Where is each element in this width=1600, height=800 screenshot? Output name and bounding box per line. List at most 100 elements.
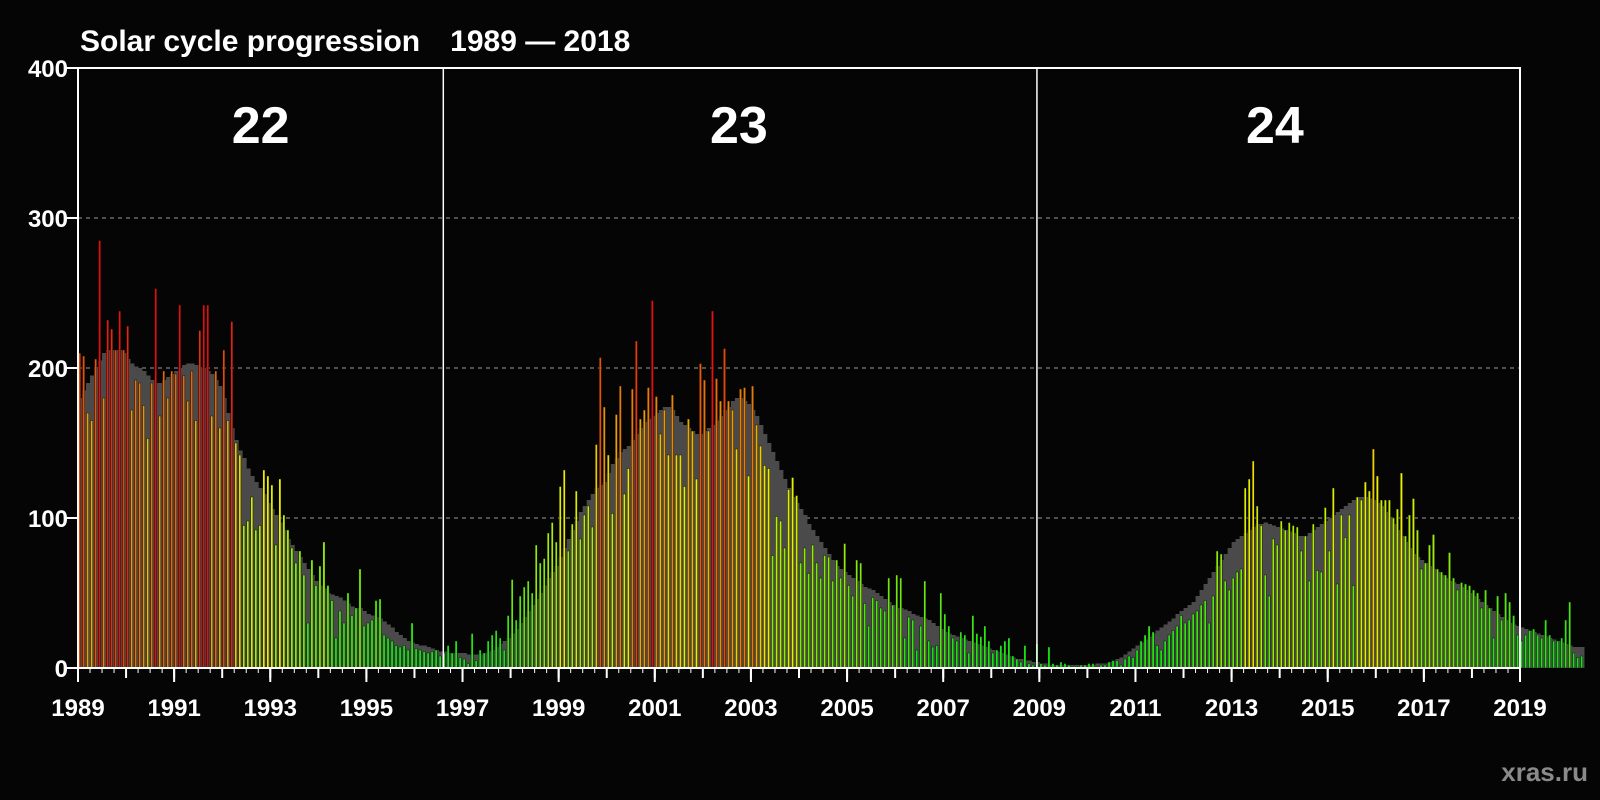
x-tick-label: 1999 bbox=[532, 695, 585, 722]
monthly-bar bbox=[470, 633, 474, 669]
monthly-bar bbox=[418, 649, 422, 669]
monthly-bar bbox=[174, 373, 178, 669]
monthly-bar bbox=[759, 445, 762, 669]
monthly-bar bbox=[667, 454, 670, 669]
monthly-bar bbox=[1015, 658, 1019, 669]
monthly-bar bbox=[1283, 529, 1287, 669]
monthly-bar bbox=[675, 454, 678, 669]
monthly-bar bbox=[591, 526, 594, 669]
monthly-bar bbox=[1532, 628, 1535, 669]
monthly-bar bbox=[1111, 660, 1115, 669]
monthly-bar bbox=[1179, 615, 1183, 669]
monthly-bar bbox=[1572, 652, 1575, 669]
x-tick-label: 2015 bbox=[1301, 695, 1354, 722]
monthly-bar bbox=[623, 493, 626, 669]
monthly-bar bbox=[430, 651, 434, 669]
monthly-bar bbox=[1388, 499, 1391, 669]
monthly-bar bbox=[723, 348, 726, 669]
monthly-bar bbox=[787, 489, 790, 669]
monthly-bar bbox=[142, 405, 145, 669]
monthly-bar bbox=[182, 375, 186, 669]
monthly-bar bbox=[1291, 525, 1295, 669]
monthly-bar bbox=[234, 442, 238, 669]
y-tick-label: 100 bbox=[28, 506, 68, 533]
monthly-bar bbox=[378, 598, 382, 669]
monthly-bar bbox=[631, 388, 634, 669]
monthly-bar bbox=[1263, 574, 1267, 669]
monthly-bar bbox=[1352, 585, 1355, 669]
monthly-bar bbox=[1223, 580, 1227, 669]
monthly-bar bbox=[302, 574, 306, 669]
monthly-bar bbox=[1504, 592, 1507, 669]
x-tick-label: 1991 bbox=[147, 695, 200, 722]
monthly-bar bbox=[1191, 613, 1195, 669]
monthly-bar bbox=[1460, 582, 1463, 669]
monthly-bar bbox=[534, 544, 538, 669]
monthly-bar bbox=[518, 595, 522, 669]
monthly-bar bbox=[190, 370, 194, 669]
monthly-bar bbox=[494, 630, 498, 669]
monthly-bar bbox=[490, 634, 494, 669]
monthly-bar bbox=[811, 544, 814, 669]
chart-title: Solar cycle progression 1989 — 2018 bbox=[80, 25, 630, 58]
monthly-bar bbox=[1203, 600, 1207, 669]
cycle-label-22: 22 bbox=[232, 97, 290, 155]
monthly-bar bbox=[498, 637, 502, 669]
monthly-bar bbox=[979, 636, 983, 669]
monthly-bar bbox=[1420, 568, 1423, 669]
smoothed-bar bbox=[915, 615, 920, 668]
monthly-bar bbox=[1324, 507, 1327, 669]
monthly-bar bbox=[1231, 577, 1235, 669]
monthly-bar bbox=[454, 640, 458, 669]
monthly-bar bbox=[542, 558, 546, 669]
monthly-bar bbox=[1508, 601, 1511, 669]
monthly-bar bbox=[178, 304, 182, 669]
monthly-bar bbox=[258, 525, 262, 669]
monthly-bar bbox=[875, 600, 879, 669]
monthly-bar bbox=[1564, 619, 1567, 669]
monthly-bar bbox=[222, 349, 226, 669]
x-tick-label: 1995 bbox=[340, 695, 393, 722]
monthly-bar bbox=[550, 522, 554, 669]
monthly-bar bbox=[699, 363, 702, 669]
monthly-bar bbox=[1159, 649, 1163, 669]
monthly-bar bbox=[306, 622, 310, 669]
smoothed-bar bbox=[1119, 657, 1124, 668]
monthly-bar bbox=[1456, 589, 1459, 669]
monthly-bar bbox=[510, 579, 514, 669]
monthly-bar bbox=[963, 634, 967, 669]
monthly-bar bbox=[330, 600, 334, 669]
x-tick-label: 2017 bbox=[1397, 695, 1450, 722]
monthly-bar bbox=[899, 577, 903, 669]
x-axis: 1989 1991 1993 1995 1997 1999 2001 2003 2005 2007… bbox=[51, 668, 1547, 722]
monthly-bar bbox=[110, 328, 113, 669]
monthly-bar bbox=[1356, 496, 1359, 669]
monthly-bar bbox=[286, 529, 290, 669]
monthly-bar bbox=[1267, 595, 1271, 669]
smoothed-bar bbox=[306, 569, 311, 668]
monthly-bar bbox=[346, 592, 350, 669]
monthly-bar bbox=[975, 633, 979, 669]
monthly-bar bbox=[683, 486, 686, 669]
monthly-bar bbox=[643, 409, 646, 669]
monthly-bar bbox=[1556, 640, 1559, 669]
monthly-bar bbox=[607, 454, 610, 669]
monthly-bar bbox=[90, 420, 93, 669]
monthly-bar bbox=[599, 357, 602, 669]
monthly-bar bbox=[1452, 577, 1455, 669]
monthly-bar bbox=[1047, 646, 1051, 669]
monthly-bar bbox=[342, 622, 346, 669]
monthly-bar bbox=[1328, 550, 1331, 669]
monthly-bar bbox=[1476, 592, 1479, 669]
monthly-bar bbox=[991, 652, 995, 669]
monthly-bar bbox=[955, 640, 959, 669]
monthly-bar bbox=[1560, 637, 1563, 669]
monthly-bar bbox=[578, 538, 582, 669]
monthly-bar bbox=[362, 625, 366, 669]
smoothed-bar bbox=[931, 623, 936, 668]
monthly-bar bbox=[827, 556, 830, 669]
monthly-bar bbox=[1115, 660, 1119, 669]
monthly-bar bbox=[358, 568, 362, 669]
monthly-bar bbox=[1295, 526, 1299, 669]
